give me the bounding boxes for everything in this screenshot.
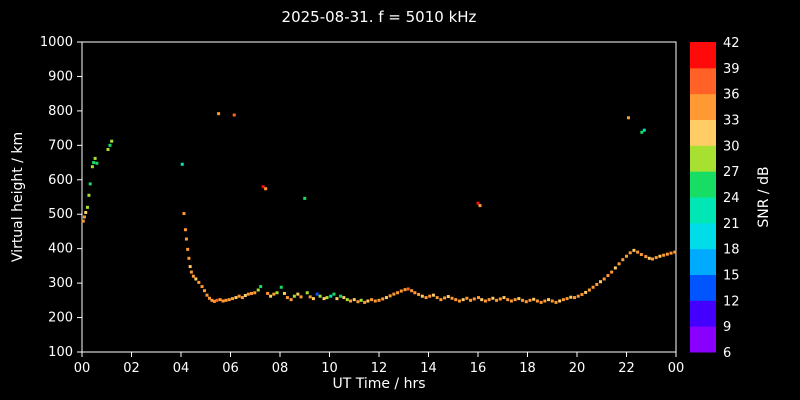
svg-text:42: 42 xyxy=(723,36,740,51)
svg-text:21: 21 xyxy=(723,217,740,232)
svg-text:900: 900 xyxy=(48,69,73,84)
svg-text:06: 06 xyxy=(222,361,239,376)
svg-text:300: 300 xyxy=(48,276,73,291)
svg-text:00: 00 xyxy=(74,361,91,376)
svg-text:39: 39 xyxy=(723,62,740,77)
svg-text:9: 9 xyxy=(723,320,731,335)
svg-text:00: 00 xyxy=(668,361,685,376)
svg-text:36: 36 xyxy=(723,88,740,103)
svg-text:100: 100 xyxy=(48,345,73,360)
svg-text:14: 14 xyxy=(420,361,437,376)
x-axis-label: UT Time / hrs xyxy=(332,376,426,392)
svg-text:15: 15 xyxy=(723,269,740,284)
svg-text:33: 33 xyxy=(723,114,740,129)
svg-text:30: 30 xyxy=(723,139,740,154)
svg-text:600: 600 xyxy=(48,173,73,188)
svg-text:22: 22 xyxy=(618,361,635,376)
svg-text:18: 18 xyxy=(723,243,740,258)
y-axis-label: Virtual height / km xyxy=(10,131,26,263)
svg-text:500: 500 xyxy=(48,207,73,222)
svg-text:16: 16 xyxy=(470,361,487,376)
svg-text:08: 08 xyxy=(272,361,289,376)
svg-text:6: 6 xyxy=(723,346,731,361)
chart-title: 2025-08-31. f = 5010 kHz xyxy=(281,8,477,26)
svg-text:20: 20 xyxy=(569,361,586,376)
colorbar-label: SNR / dB xyxy=(756,166,772,228)
svg-text:200: 200 xyxy=(48,311,73,326)
svg-text:24: 24 xyxy=(723,191,740,206)
svg-text:1000: 1000 xyxy=(40,35,73,50)
svg-text:10: 10 xyxy=(321,361,338,376)
svg-text:12: 12 xyxy=(723,294,740,309)
svg-text:02: 02 xyxy=(123,361,140,376)
svg-text:400: 400 xyxy=(48,242,73,257)
svg-text:700: 700 xyxy=(48,138,73,153)
svg-text:27: 27 xyxy=(723,165,740,180)
svg-text:800: 800 xyxy=(48,104,73,119)
svg-text:04: 04 xyxy=(173,361,190,376)
svg-text:12: 12 xyxy=(371,361,388,376)
svg-text:18: 18 xyxy=(519,361,536,376)
